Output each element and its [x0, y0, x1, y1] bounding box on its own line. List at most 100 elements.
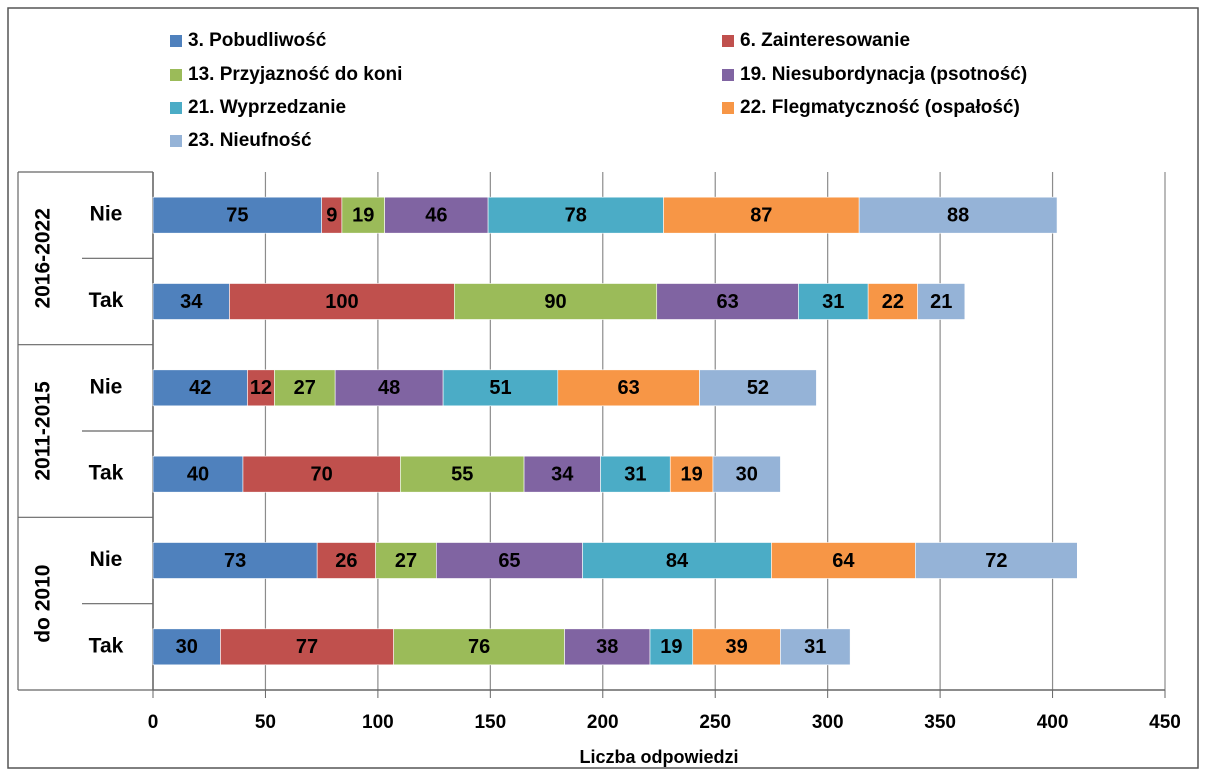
x-tick-label: 300 — [812, 712, 844, 733]
legend-swatch — [170, 69, 182, 81]
data-label: 100 — [325, 291, 358, 313]
data-label: 19 — [680, 463, 702, 485]
bar-segment — [393, 628, 565, 666]
bar-segment — [454, 283, 658, 320]
bar-segment — [712, 455, 781, 493]
bar-segment — [341, 196, 385, 234]
bar-segment — [656, 283, 799, 320]
bar-segment — [780, 628, 851, 666]
bar-segment — [771, 542, 916, 579]
legend-label: 6. Zainteresowanie — [740, 30, 910, 51]
data-label: 19 — [660, 636, 682, 658]
bar-segment — [564, 628, 651, 666]
data-label: 39 — [725, 636, 747, 658]
legend-label: 13. Przyjazność do koni — [188, 64, 402, 85]
y-tick-label: Tak — [89, 634, 124, 657]
data-label: 22 — [882, 291, 904, 313]
x-tick-label: 250 — [699, 712, 731, 733]
x-tick-label: 100 — [362, 712, 394, 733]
bar-segment — [400, 455, 525, 493]
data-label: 34 — [180, 291, 203, 313]
bar-segment — [582, 542, 772, 579]
y-tick-label: Nie — [90, 375, 123, 398]
bar-segment — [917, 283, 966, 320]
x-tick-label: 450 — [1149, 712, 1181, 733]
bar-segment — [487, 196, 664, 234]
data-label: 19 — [352, 204, 374, 226]
y-tick-label: Nie — [90, 548, 123, 571]
bar-segment — [152, 283, 230, 320]
data-label: 21 — [930, 291, 952, 313]
bar-segment — [152, 369, 248, 407]
data-label: 90 — [544, 291, 566, 313]
legend-label: 21. Wyprzedzanie — [188, 97, 346, 118]
bar-segment — [152, 628, 221, 666]
data-label: 30 — [176, 636, 198, 658]
legend-label: 3. Pobudliwość — [188, 30, 327, 51]
bar-segment — [220, 628, 394, 666]
bar-segment — [375, 542, 437, 579]
y-tick-label: Tak — [89, 462, 124, 485]
bar-segment — [669, 455, 714, 493]
bar-segment — [867, 283, 918, 320]
bar-segment — [442, 369, 559, 407]
legend-label: 23. Nieufność — [188, 130, 312, 151]
data-label: 34 — [551, 463, 574, 485]
data-label: 87 — [750, 204, 772, 226]
legend-swatch — [170, 35, 182, 47]
x-tick-label: 350 — [924, 712, 956, 733]
group-label: 2016-2022 — [32, 208, 55, 308]
data-label: 55 — [451, 463, 473, 485]
data-label: 30 — [736, 463, 758, 485]
group-label: 2011-2015 — [32, 381, 55, 481]
y-tick-label: Nie — [90, 203, 123, 226]
bar-segment — [274, 369, 336, 407]
legend-swatch — [722, 35, 734, 47]
legend-swatch — [170, 102, 182, 114]
data-label: 72 — [985, 550, 1007, 572]
legend-swatch — [722, 102, 734, 114]
group-label: do 2010 — [32, 565, 55, 643]
x-tick-label: 200 — [587, 712, 619, 733]
data-label: 84 — [666, 550, 689, 572]
data-label: 31 — [624, 463, 646, 485]
data-label: 73 — [224, 550, 246, 572]
data-label: 70 — [311, 463, 333, 485]
legend-label: 22. Flegmatyczność (ospałość) — [740, 97, 1020, 118]
data-label: 77 — [296, 636, 318, 658]
bar-segment — [600, 455, 671, 493]
legend-label: 19. Niesubordynacja (psotność) — [740, 64, 1027, 85]
data-label: 42 — [189, 377, 211, 399]
x-tick-label: 50 — [255, 712, 276, 733]
data-label: 27 — [294, 377, 316, 399]
data-label: 27 — [395, 550, 417, 572]
data-label: 26 — [335, 550, 357, 572]
x-axis-title: Liczba odpowiedzi — [579, 747, 738, 767]
bar-segment — [858, 196, 1058, 234]
data-label: 76 — [468, 636, 490, 658]
y-tick-label: Tak — [89, 289, 124, 312]
bar-segment — [334, 369, 444, 407]
bar-segment — [557, 369, 700, 407]
data-label: 88 — [947, 204, 969, 226]
data-label: 48 — [378, 377, 400, 399]
data-label: 46 — [425, 204, 447, 226]
data-label: 51 — [489, 377, 511, 399]
legend-swatch — [170, 135, 182, 147]
data-label: 31 — [822, 291, 844, 313]
data-label: 40 — [187, 463, 209, 485]
legend-swatch — [722, 69, 734, 81]
bar-segment — [523, 455, 601, 493]
bar-segment — [247, 369, 275, 407]
bar-segment — [663, 196, 860, 234]
bar-segment — [152, 542, 318, 579]
bar-segment — [915, 542, 1078, 579]
bar-segment — [316, 542, 376, 579]
x-tick-label: 0 — [148, 712, 159, 733]
x-tick-label: 400 — [1037, 712, 1069, 733]
data-label: 9 — [326, 204, 337, 226]
bar-segment — [699, 369, 817, 407]
data-label: 31 — [804, 636, 826, 658]
data-label: 78 — [565, 204, 587, 226]
